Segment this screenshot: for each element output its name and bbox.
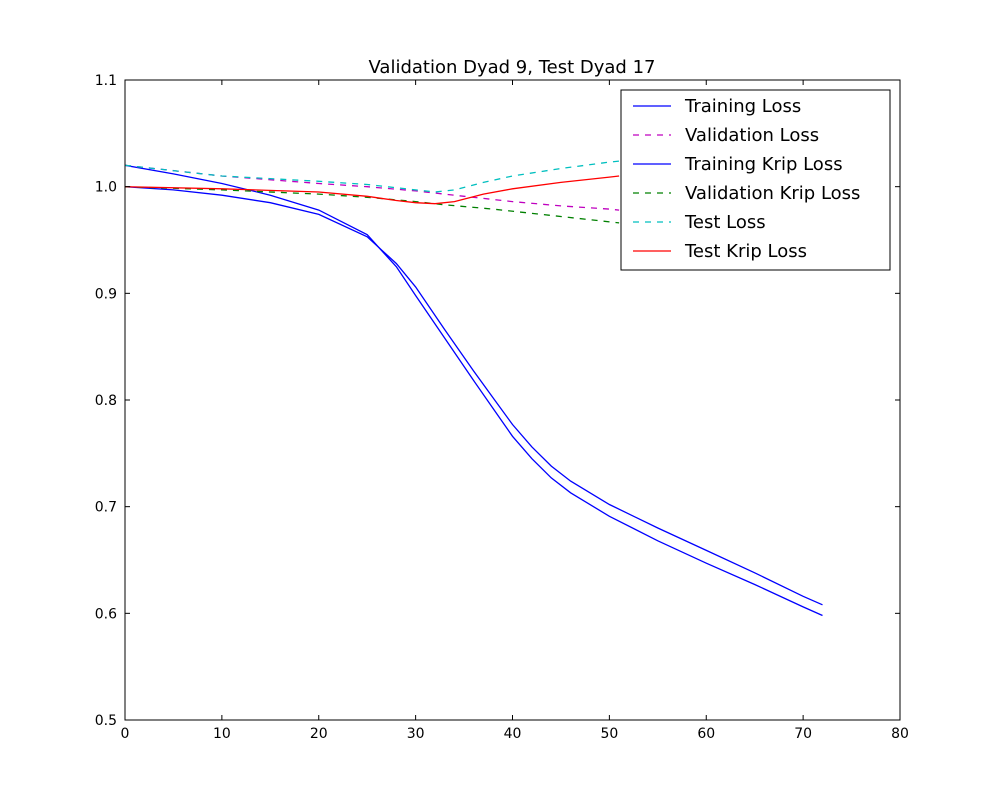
series-line-5 — [125, 160, 620, 193]
series-line-2 — [125, 164, 620, 211]
legend-label: Test Loss — [684, 212, 766, 233]
x-tick-label: 30 — [407, 726, 425, 742]
x-tick-label: 20 — [310, 726, 328, 742]
series-layer — [125, 160, 823, 617]
axes-layer: 0 10 20 30 40 50 60 70 80 0.5 0.6 0.7 0.8 0.9 1.0 1.1 — [95, 73, 909, 742]
x-tick-label: 40 — [504, 726, 522, 742]
legend: Training Loss Validation Loss Training Kri… — [620, 89, 891, 271]
y-tick-label: 0.9 — [95, 286, 117, 302]
series-line-1 — [125, 164, 823, 617]
x-tick-label: 10 — [213, 726, 231, 742]
x-tick-label: 50 — [600, 726, 618, 742]
legend-label: Test Krip Loss — [684, 241, 807, 262]
y-tick-label: 0.6 — [95, 606, 117, 622]
legend-label: Validation Loss — [685, 125, 819, 146]
legend-label: Training Loss — [684, 96, 801, 117]
series-line-3 — [125, 186, 823, 606]
chart-title: Validation Dyad 9, Test Dyad 17 — [369, 57, 656, 78]
legend-box — [620, 89, 891, 271]
y-tick-label: 0.5 — [95, 713, 117, 729]
x-tick-label: 80 — [891, 726, 909, 742]
legend-label: Validation Krip Loss — [685, 183, 860, 204]
y-tick-label: 1.0 — [95, 180, 117, 196]
x-tick-label: 70 — [794, 726, 812, 742]
y-tick-label: 0.8 — [95, 393, 117, 409]
y-tick-label: 0.7 — [95, 500, 117, 516]
x-tick-label: 0 — [121, 726, 130, 742]
legend-label: Training Krip Loss — [684, 154, 843, 175]
series-line-6 — [125, 175, 620, 205]
y-tick-label: 1.1 — [95, 73, 117, 89]
x-tick-label: 60 — [697, 726, 715, 742]
